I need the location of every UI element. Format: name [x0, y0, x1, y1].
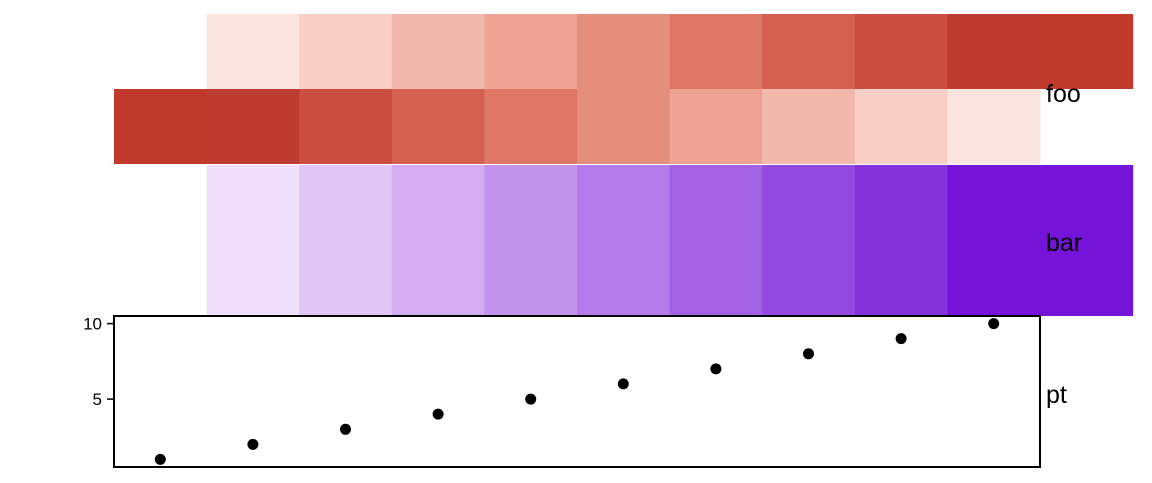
pt-panel-frame	[113, 315, 1041, 468]
pt-scatter-panel: 5 10	[83, 315, 1041, 468]
bar-cell	[762, 165, 856, 316]
pt-y-tick-label: 10	[83, 315, 102, 334]
bar-heatmap	[206, 165, 1134, 316]
pt-point	[803, 348, 814, 360]
bar-cell	[484, 165, 578, 316]
foo-cell	[1040, 14, 1134, 89]
foo-cell	[484, 14, 578, 89]
foo-cell	[484, 89, 578, 164]
foo-cell	[762, 89, 856, 164]
foo-cell	[299, 14, 393, 89]
pt-y-tick-label: 5	[93, 390, 102, 409]
foo-cell	[947, 14, 1041, 89]
foo-cell	[577, 89, 671, 164]
bar-cell	[947, 165, 1041, 316]
foo-cell	[854, 14, 948, 89]
foo-heatmap	[114, 14, 1134, 164]
pt-point	[617, 378, 629, 390]
pt-y-axis: 5 10	[83, 315, 114, 409]
bar-cell	[669, 165, 763, 316]
foo-cell	[391, 89, 485, 164]
foo-cell	[669, 89, 763, 164]
foo-cell	[299, 89, 393, 164]
pt-point	[432, 408, 444, 420]
pt-point	[340, 423, 351, 435]
foo-cell	[114, 89, 208, 164]
bar-cell	[391, 165, 485, 316]
bar-cell	[299, 165, 393, 316]
foo-cell	[206, 14, 300, 89]
pt-point	[247, 438, 259, 450]
pt-track-label: pt	[1046, 381, 1067, 409]
pt-point	[154, 453, 166, 465]
bar-cell	[854, 165, 948, 316]
foo-cell	[577, 14, 671, 89]
pt-point	[895, 333, 907, 345]
foo-cell	[762, 14, 856, 89]
foo-cell	[854, 89, 948, 164]
foo-track-label: foo	[1046, 80, 1081, 108]
bar-track-label: bar	[1046, 229, 1082, 257]
pt-points	[154, 318, 1000, 465]
foo-cell	[947, 89, 1041, 164]
bar-cell	[1040, 165, 1134, 316]
foo-cell	[391, 14, 485, 89]
bar-cell	[206, 165, 300, 316]
pt-point	[710, 363, 722, 375]
foo-cell	[669, 14, 763, 89]
foo-cell	[206, 89, 300, 164]
pt-point	[988, 318, 1000, 330]
bar-cell	[577, 165, 671, 316]
pt-point	[525, 393, 537, 405]
